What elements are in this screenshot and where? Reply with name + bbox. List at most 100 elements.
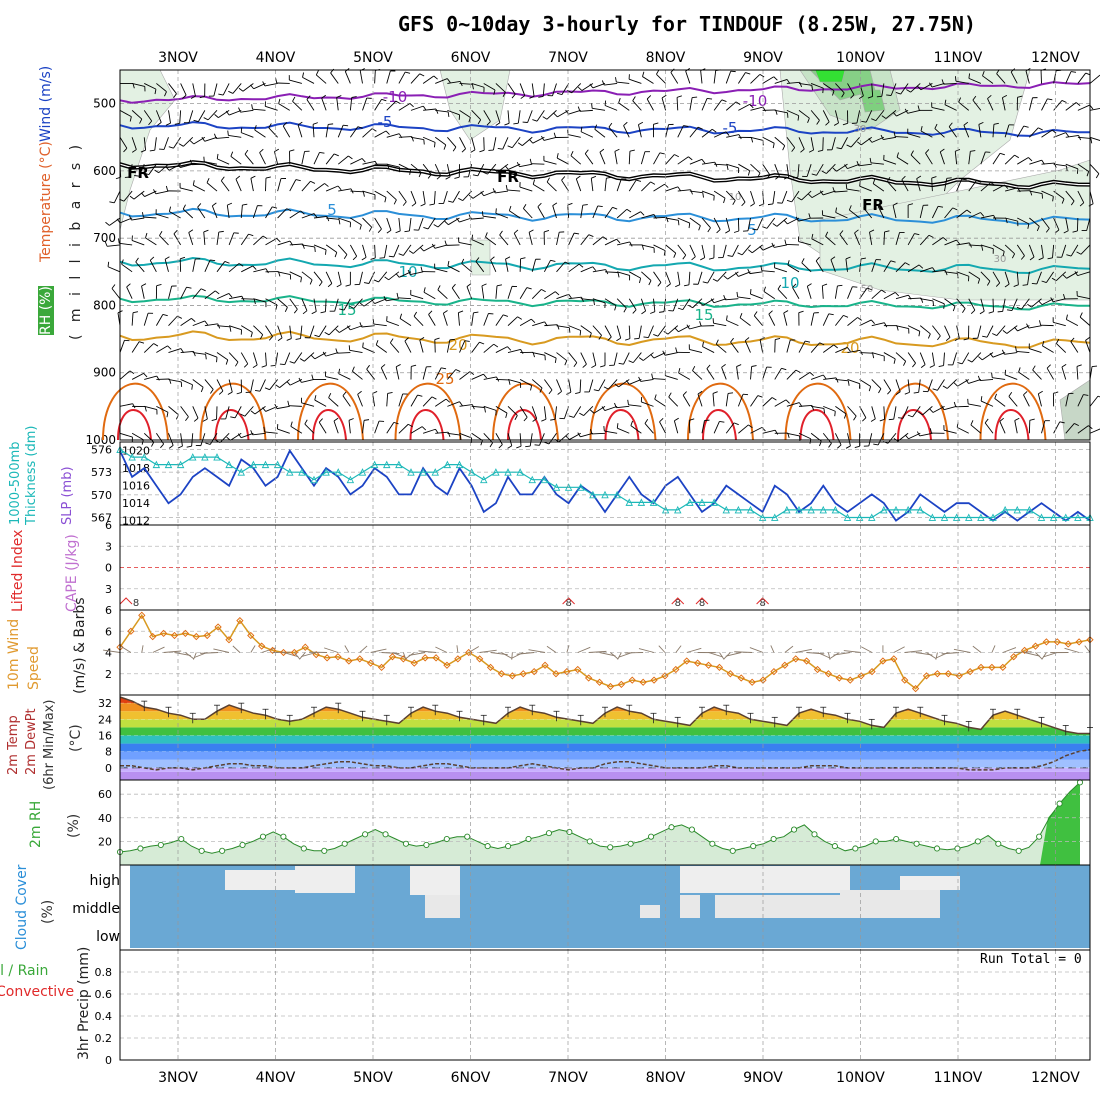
wind-barb: [675, 284, 680, 288]
wind-barb: [689, 418, 695, 421]
wind10-marker: [1053, 638, 1061, 646]
wind-barb: [479, 149, 485, 153]
wind10-marker: [759, 676, 767, 684]
wind-barb: [607, 336, 612, 341]
wind10-barb: [1035, 652, 1043, 660]
wind-barb: [300, 210, 305, 215]
wind-barb: [598, 335, 602, 340]
wind-barb: [342, 391, 347, 397]
wind-barb: [927, 333, 931, 339]
wind-barb: [893, 131, 896, 137]
wind-barb: [992, 124, 995, 138]
wind-barb: [846, 144, 852, 148]
wind-barb: [1095, 173, 1100, 179]
wind-barb: [395, 100, 401, 105]
wind-barb: [968, 271, 980, 280]
wind-barb: [203, 229, 209, 233]
wind10-marker: [552, 670, 560, 678]
wind-barb: [372, 319, 375, 325]
wind-barb: [310, 354, 316, 360]
wind-barb: [978, 356, 983, 361]
rh-marker: [954, 845, 961, 852]
wind-barb: [982, 70, 985, 76]
thickness-marker: [892, 505, 900, 514]
wind-barb: [854, 229, 859, 234]
cloud-gap-high: [680, 866, 760, 893]
wind-barb: [732, 200, 736, 205]
wind-barb: [451, 283, 456, 289]
wind-barb: [676, 95, 682, 98]
wind-barb: [999, 421, 1006, 434]
wind-barb: [201, 136, 206, 142]
wind-barb: [159, 231, 163, 236]
wind-barb: [264, 83, 278, 87]
wind-barb: [564, 360, 568, 366]
wind-barb: [357, 390, 362, 395]
wind-barb: [883, 136, 897, 140]
contour-label: 30: [854, 124, 867, 135]
wind-barb: [641, 310, 646, 315]
ylabel-slp: SLP (mb): [60, 466, 75, 525]
wind-barb: [972, 95, 977, 101]
wind-barb: [688, 304, 693, 309]
wind-barb: [119, 242, 133, 246]
wind-barb: [775, 337, 781, 340]
wind-barb: [786, 432, 800, 437]
wind-barb: [819, 190, 824, 196]
wind-barb: [567, 202, 573, 206]
wind-barb: [1053, 100, 1063, 111]
wind-barb: [756, 217, 764, 231]
wind-barb: [265, 325, 273, 337]
wind10-barb: [250, 645, 256, 653]
wind-barb: [872, 353, 875, 359]
ytick-li: 6: [105, 604, 112, 617]
wind-barb: [230, 151, 234, 157]
wind10-marker: [1064, 640, 1072, 648]
wind-barb: [604, 178, 607, 192]
wind-barb: [699, 301, 704, 306]
rh-marker: [668, 824, 675, 831]
wind-barb: [444, 240, 447, 246]
wind-barb: [893, 358, 896, 364]
wind-barb: [1023, 394, 1030, 407]
contour-25: [102, 382, 169, 441]
wind-barb: [894, 292, 900, 297]
wind-barb: [507, 445, 513, 449]
wind-barb: [1029, 418, 1035, 421]
wind-barb: [594, 128, 606, 138]
wind-barb: [883, 352, 896, 360]
wind-barb: [763, 291, 776, 300]
wind-barb: [359, 70, 363, 84]
wind-barb: [218, 109, 230, 119]
rh-marker: [300, 845, 307, 852]
wind-barb: [932, 325, 941, 337]
wind-barb: [642, 352, 654, 361]
wind10-marker: [617, 680, 625, 689]
wind-barb: [402, 244, 412, 256]
wind-barb: [885, 110, 897, 119]
wind10-barb: [408, 652, 426, 656]
wind-barb: [228, 135, 242, 138]
thickness-marker: [310, 475, 318, 484]
rh-marker: [750, 843, 757, 850]
wind-barb: [618, 98, 621, 104]
wind-barb: [937, 205, 944, 208]
wind-barb: [353, 298, 363, 309]
wind-barb: [980, 400, 994, 407]
wind-barb: [144, 406, 147, 412]
wind-barb: [604, 105, 618, 111]
wind-barb: [568, 296, 582, 300]
wind-barb: [961, 352, 970, 365]
wind-barb: [362, 191, 365, 197]
wind-barb: [920, 126, 923, 132]
wind-barb: [835, 405, 847, 415]
wind10-marker: [519, 670, 527, 678]
wind-barb: [808, 213, 811, 219]
wind-barb: [277, 325, 283, 339]
wind-barb: [351, 366, 355, 372]
wind-barb: [904, 391, 910, 395]
wind-barb: [727, 271, 739, 280]
wind-barb: [750, 426, 763, 434]
wind-barb: [757, 395, 763, 398]
date-label-top: 3NOV: [158, 50, 198, 66]
